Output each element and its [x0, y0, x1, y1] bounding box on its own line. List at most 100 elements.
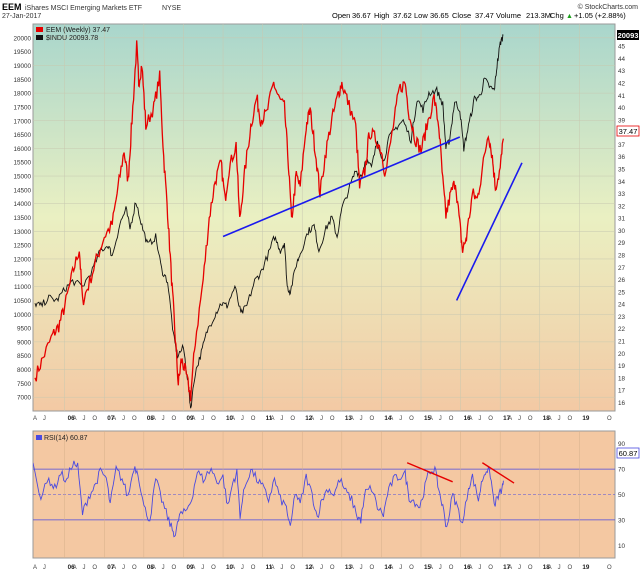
left-tick-label: 10500 — [13, 298, 31, 305]
x-year-label: 19 — [582, 415, 590, 422]
left-tick-label: 13500 — [13, 215, 31, 222]
x-month-label: A — [350, 565, 354, 571]
x-month-label: A — [271, 416, 275, 422]
right-tick-label: 33 — [618, 191, 626, 198]
x-year-label: 13 — [345, 564, 353, 571]
right-tick-label: 21 — [618, 338, 626, 345]
x-month-label: O — [607, 565, 612, 571]
left-tick-label: 16500 — [13, 132, 31, 139]
x-month-label: O — [132, 565, 137, 571]
left-tick-label: 19500 — [13, 49, 31, 56]
right-tick-label: 29 — [618, 240, 626, 247]
x-month-label: A — [112, 416, 116, 422]
x-month-label: O — [92, 416, 97, 422]
rsi-tick-label: 70 — [618, 467, 626, 474]
x-month-label: A — [508, 416, 512, 422]
chg-value: +1.05 (+2.88%) — [574, 11, 626, 20]
x-month-label: A — [389, 565, 393, 571]
x-month-label: O — [370, 416, 375, 422]
x-month-label: O — [567, 416, 572, 422]
left-tick-label: 14500 — [13, 187, 31, 194]
x-year-label: 15 — [424, 564, 432, 571]
x-month-label: O — [528, 416, 533, 422]
x-month-label: A — [73, 565, 77, 571]
right-axis-ticks: 16 17 18 19 20 21 22 23 24 25 26 27 28 29 30 31 32 33 34 35… — [618, 31, 626, 407]
x-month-label: A — [231, 416, 235, 422]
rsi-axis-ticks: 10 30 50 70 90 — [618, 441, 626, 550]
rsi-tick-label: 10 — [618, 543, 626, 550]
left-tick-label: 17000 — [13, 118, 31, 125]
right-tick-label: 45 — [618, 44, 626, 51]
right-tick-label: 27 — [618, 265, 626, 272]
x-month-label: A — [310, 416, 314, 422]
indu-series-line — [34, 34, 504, 409]
x-year-label: 16 — [464, 415, 472, 422]
low-label: Low — [414, 11, 428, 20]
x-month-label: J — [122, 416, 125, 422]
left-tick-label: 7500 — [17, 381, 32, 388]
exchange-label: NYSE — [162, 5, 181, 12]
rsi-gridlines — [33, 431, 615, 558]
right-tick-label: 44 — [618, 56, 626, 63]
rsi-trendline — [406, 462, 453, 483]
x-year-label: 18 — [543, 564, 551, 571]
right-tick-label: 25 — [618, 289, 626, 296]
x-month-label: O — [172, 416, 177, 422]
open-value: 36.67 — [352, 11, 371, 20]
x-year-label: 13 — [345, 415, 353, 422]
x-month-label: J — [82, 565, 85, 571]
x-year-label: 18 — [543, 415, 551, 422]
left-tick-label: 20000 — [13, 35, 31, 42]
x-month-label: A — [152, 416, 156, 422]
date-label: 27-Jan-2017 — [2, 13, 41, 20]
rsi-legend-label: RSI(14) 60.87 — [44, 435, 88, 442]
x-month-label: A — [33, 416, 37, 422]
x-month-label: A — [508, 565, 512, 571]
x-month-label: J — [201, 565, 204, 571]
x-month-label: J — [558, 416, 561, 422]
x-month-label: O — [211, 416, 216, 422]
x-month-label: O — [567, 565, 572, 571]
x-year-label: 19 — [582, 564, 590, 571]
left-tick-label: 8000 — [17, 367, 32, 374]
right-tick-label: 40 — [618, 105, 626, 112]
chg-label: Chg — [550, 11, 564, 20]
x-month-label: O — [488, 416, 493, 422]
x-month-label: J — [82, 416, 85, 422]
x-month-label: J — [280, 565, 283, 571]
x-month-label: O — [172, 565, 177, 571]
x-month-label: J — [360, 416, 363, 422]
x-year-label: 09 — [186, 415, 194, 422]
x-month-label: A — [271, 565, 275, 571]
rsi-tick-label: 30 — [618, 517, 626, 524]
x-year-label: 08 — [147, 564, 155, 571]
volume-label: Volume — [496, 11, 521, 20]
right-tick-label: 23 — [618, 314, 626, 321]
price-gridlines — [33, 24, 615, 411]
rsi-trendlines — [406, 462, 515, 484]
left-tick-label: 11500 — [14, 270, 32, 277]
left-tick-label: 17500 — [13, 104, 31, 111]
rsi-trendline — [481, 462, 515, 484]
right-tick-label: 32 — [618, 203, 626, 210]
x-year-label: 07 — [107, 415, 115, 422]
x-month-label: O — [370, 565, 375, 571]
x-year-label: 11 — [266, 564, 273, 571]
rsi-x-axis: 06 07 08 09 10 11 12 13 14 15 16 17 18 19A J OA J OA J OA J O… — [33, 564, 612, 571]
right-tick-label: 31 — [618, 216, 626, 223]
indu-last-value-box — [617, 30, 639, 40]
right-tick-label: 41 — [618, 93, 626, 100]
rsi-series-line — [33, 460, 504, 538]
x-year-label: 07 — [107, 564, 115, 571]
chg-arrow-icon: ▲ — [566, 13, 573, 20]
x-month-label: A — [548, 416, 552, 422]
left-tick-label: 12500 — [13, 243, 31, 250]
x-month-label: O — [132, 416, 137, 422]
x-month-label: A — [152, 565, 156, 571]
left-tick-label: 7000 — [17, 395, 32, 402]
x-month-label: A — [429, 416, 433, 422]
x-month-label: J — [241, 416, 244, 422]
x-year-label: 17 — [503, 564, 511, 571]
